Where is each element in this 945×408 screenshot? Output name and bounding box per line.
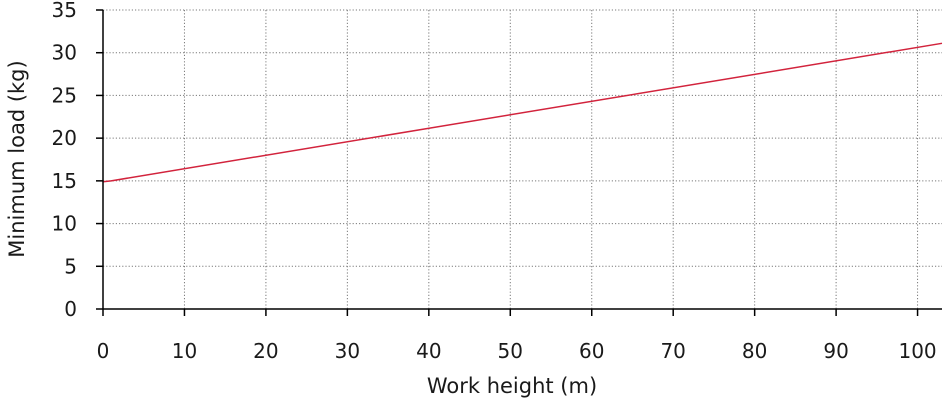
series-line [102,42,943,183]
y-tick-label: 5 [64,254,77,278]
x-tick-label: 50 [498,339,523,363]
y-tick-label: 30 [52,41,77,65]
x-tick-label: 0 [97,339,110,363]
series-layer [102,42,943,183]
x-tick-label: 80 [742,339,767,363]
y-tick-label: 20 [52,126,77,150]
axes [102,10,942,310]
x-tick-label: 60 [579,339,604,363]
y-tick-label: 0 [64,297,77,321]
x-tick-label: 100 [898,339,936,363]
x-tick-label: 20 [253,339,278,363]
x-tick-label: 10 [172,339,197,363]
x-tick-label: 90 [823,339,848,363]
x-ticks: 0 10 20 30 40 50 60 70 80 90 100 [97,309,937,363]
x-axis-title: Work height (m) [427,374,597,398]
grid-lines [103,9,942,309]
x-tick-label: 70 [660,339,685,363]
y-ticks: 0 5 10 15 20 25 30 35 [52,0,103,321]
x-tick-label: 30 [335,339,360,363]
y-tick-label: 35 [52,0,77,22]
x-tick-label: 40 [416,339,441,363]
y-axis-title: Minimum load (kg) [5,60,29,257]
y-tick-label: 10 [52,212,77,236]
y-tick-label: 25 [52,83,77,107]
y-tick-label: 15 [52,169,77,193]
